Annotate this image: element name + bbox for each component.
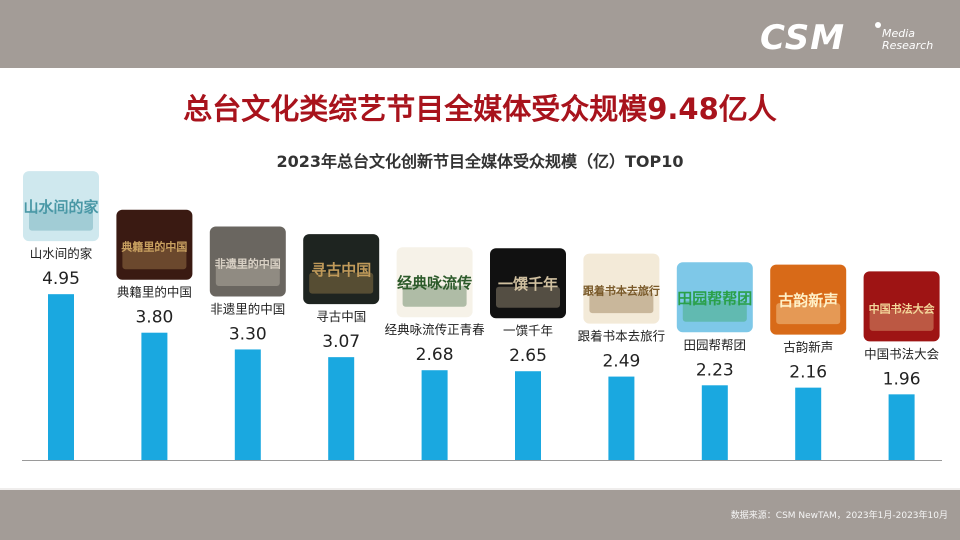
bar	[888, 394, 915, 460]
thumbnail-accent	[402, 285, 467, 307]
logo-dot	[875, 22, 881, 28]
value-label: 4.95	[42, 269, 80, 289]
thumbnail-caption: 非遗里的中国	[215, 256, 281, 270]
thumbnail-background	[770, 264, 847, 335]
chart-subtitle: 2023年总台文化创新节目全媒体受众规模（亿）TOP10	[276, 152, 684, 171]
category-label: 寻古中国	[316, 309, 366, 324]
value-label: 2.65	[509, 346, 547, 366]
thumbnail-accent	[869, 309, 934, 331]
value-label: 3.07	[322, 332, 360, 352]
category-label: 一馔千年	[503, 323, 553, 338]
program-thumbnail: 山水间的家	[23, 171, 99, 242]
category-label: 典籍里的中国	[117, 285, 192, 300]
program-thumbnail: 典籍里的中国	[116, 209, 193, 280]
bar	[608, 376, 635, 460]
category-label: 山水间的家	[30, 246, 93, 261]
program-thumbnail: 非遗里的中国	[209, 226, 286, 297]
thumbnail-accent	[776, 303, 841, 325]
thumbnail-accent	[496, 286, 560, 308]
logo-sub-media: Media	[882, 27, 916, 40]
thumbnail-caption: 经典咏流传	[397, 274, 472, 292]
thumbnail-background	[209, 226, 286, 297]
thumbnail-background	[396, 247, 473, 318]
program-thumbnail: 一馔千年	[490, 248, 566, 319]
program-thumbnail: 跟着书本去旅行	[583, 253, 660, 324]
thumbnail-background	[676, 262, 753, 333]
bottom-band	[0, 490, 960, 540]
value-label: 3.30	[229, 324, 267, 344]
logo-sub-research: Research	[882, 39, 934, 52]
program-thumbnail: 寻古中国	[303, 234, 380, 305]
category-label: 非遗里的中国	[210, 301, 285, 316]
thumbnail-caption: 古韵新声	[778, 292, 838, 310]
thumbnail-background	[583, 253, 660, 324]
thumbnail-background	[23, 171, 99, 242]
value-label: 3.80	[135, 308, 173, 328]
thumbnail-caption: 寻古中国	[311, 261, 371, 279]
thumbnail-accent	[309, 272, 374, 294]
bar	[48, 294, 74, 460]
thumbnail-caption: 一馔千年	[498, 275, 558, 293]
thumbnail-accent	[29, 209, 93, 231]
thumbnail-accent	[589, 292, 654, 314]
thumbnail-accent	[215, 264, 280, 286]
category-label: 跟着书本去旅行	[578, 329, 666, 344]
thumbnail-background	[863, 271, 940, 342]
bar	[421, 370, 448, 460]
logo-subtext: Media Research	[882, 28, 933, 52]
thumbnail-caption: 典籍里的中国	[121, 240, 187, 254]
program-thumbnail: 中国书法大会	[863, 271, 940, 342]
category-label: 中国书法大会	[864, 346, 940, 361]
program-thumbnail: 古韵新声	[770, 264, 847, 335]
thumbnail-background	[303, 234, 380, 305]
thumbnail-caption: 中国书法大会	[869, 301, 936, 315]
thumbnail-background	[116, 209, 193, 280]
category-label: 田园帮帮团	[684, 337, 747, 352]
value-label: 2.16	[789, 363, 827, 383]
bar	[795, 387, 822, 460]
bar	[234, 349, 261, 460]
source-note: 数据来源：CSM NewTAM，2023年1月-2023年10月	[730, 511, 948, 521]
thumbnail-accent	[682, 300, 747, 322]
bar	[701, 385, 728, 460]
value-label: 2.49	[602, 352, 640, 372]
category-label: 古韵新声	[783, 340, 833, 355]
thumbnail-caption: 跟着书本去旅行	[583, 284, 660, 298]
category-label: 经典咏流传正青春	[385, 322, 486, 337]
bar	[141, 332, 168, 460]
value-label: 2.68	[416, 345, 454, 365]
value-label: 1.96	[883, 369, 921, 389]
bar	[515, 371, 541, 460]
thumbnail-caption: 山水间的家	[23, 198, 98, 216]
csm-logo: CSM Media Research	[760, 18, 933, 60]
top-band	[0, 0, 960, 68]
program-thumbnail: 田园帮帮团	[676, 262, 753, 333]
bar	[328, 357, 355, 460]
thumbnail-background	[490, 248, 566, 319]
program-thumbnail: 经典咏流传	[396, 247, 473, 318]
page-title: 总台文化类综艺节目全媒体受众规模9.48亿人	[183, 92, 777, 126]
thumbnail-accent	[122, 248, 187, 270]
logo-text: CSM	[760, 18, 846, 58]
thumbnail-caption: 田园帮帮团	[677, 289, 752, 307]
value-label: 2.23	[696, 360, 734, 380]
